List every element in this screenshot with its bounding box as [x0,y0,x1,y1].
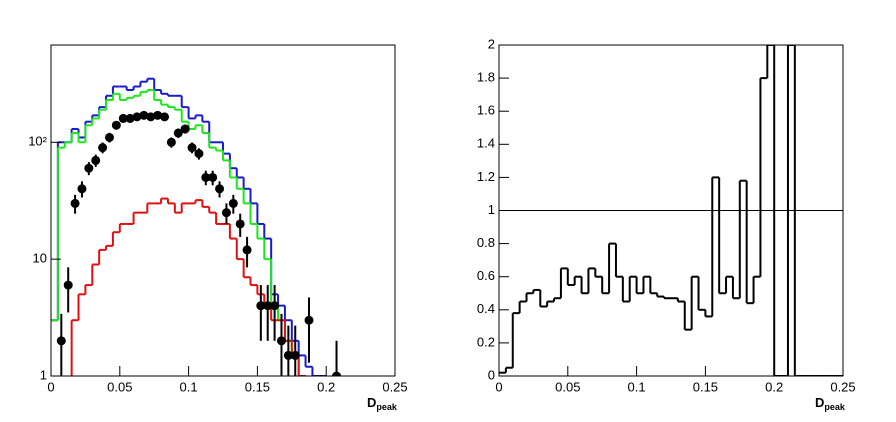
y-tick-label: 1.2 [477,169,495,184]
data-point [139,110,149,120]
x-tick-label: 0 [495,379,502,394]
x-tick-label: 0.2 [765,379,783,394]
data-point [201,172,211,182]
data-point [228,198,238,208]
data-point [77,184,87,194]
x-axis-label-main: D [367,395,376,410]
data-point [173,128,183,138]
y-tick-label: 1.4 [477,136,495,151]
data-point [215,184,225,194]
x-tick-label: 0.15 [693,379,718,394]
data-point [180,124,190,134]
y-tick-label: 1 [488,202,495,217]
data-point [304,315,314,325]
data-point [153,110,163,120]
data-point [235,219,245,229]
x-axis-label-sub: peak [824,402,846,412]
x-axis-label: Dpeak [815,395,846,412]
data-point [256,301,266,311]
data-point [270,301,280,311]
data-point [283,350,293,360]
y-tick-label: 1 [40,367,47,382]
data-point [104,132,114,142]
plot-area [499,45,843,376]
data-point [84,163,94,173]
x-tick-label: 0.2 [317,379,335,394]
y-tick-label: 0 [488,367,495,382]
data-point [263,301,273,311]
data-point [208,172,218,182]
data-point [125,113,135,123]
frame [50,44,396,377]
data-point [56,336,66,346]
x-tick-label: 0.25 [382,379,407,394]
data-point [160,112,170,122]
y-tick-label: 0.4 [477,301,495,316]
y-tick-label: 1.6 [477,103,495,118]
data-point [194,149,204,159]
data-point [118,113,128,123]
data-point [132,112,142,122]
data-point [70,198,80,208]
data-point [276,336,286,346]
y-tick-label: 10 [33,251,47,266]
x-tick-label: 0.1 [180,379,198,394]
data-point [221,208,231,218]
data-point [146,112,156,122]
x-axis-label-main: D [815,395,824,410]
data-point [187,143,197,153]
y-tick-label: 0.2 [477,334,495,349]
y-tick-label: 1.8 [477,70,495,85]
x-axis-label: Dpeak [367,395,398,412]
data-point [111,120,121,130]
x-axis-label-sub: peak [376,402,398,412]
x-tick-label: 0.15 [245,379,270,394]
x-tick-label: 0.1 [628,379,646,394]
data-point [242,245,252,255]
data-point [290,350,300,360]
plot-area [51,77,342,376]
data-point [91,155,101,165]
data-point [166,137,176,147]
data-point [332,371,342,376]
y-tick-label: 0.8 [477,235,495,250]
y-tick-label: 10² [28,134,47,149]
data-point [98,143,108,153]
frame [498,44,844,377]
y-tick-label: 2 [488,36,495,51]
y-tick-label: 0.6 [477,268,495,283]
x-tick-label: 0 [47,379,54,394]
x-tick-label: 0.25 [830,379,855,394]
x-tick-label: 0.05 [107,379,132,394]
data-point [63,280,73,290]
x-tick-label: 0.05 [555,379,580,394]
